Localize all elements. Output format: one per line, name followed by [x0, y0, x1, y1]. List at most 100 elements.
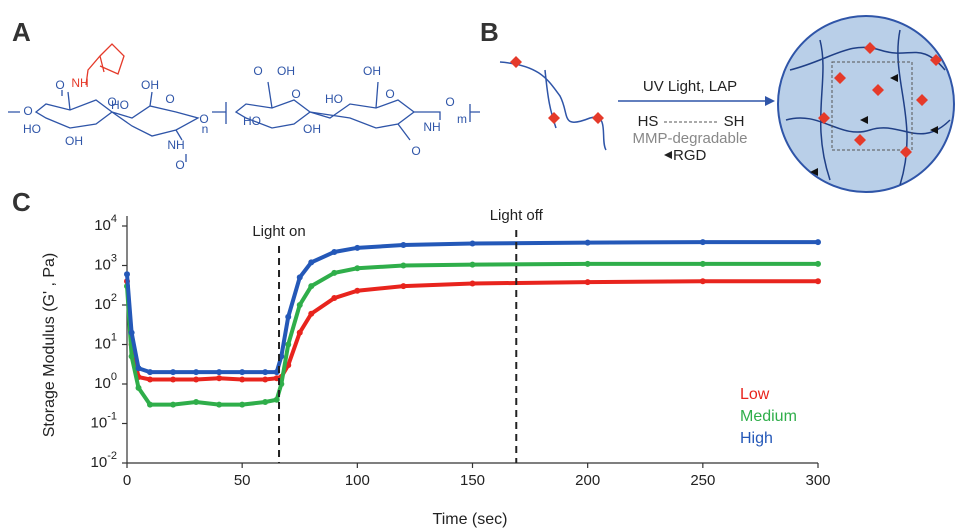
y-tick-exponent: -2 [107, 450, 117, 462]
data-point [296, 329, 303, 336]
atom-label: NH [71, 76, 88, 90]
y-tick-exponent: 4 [111, 213, 117, 225]
y-tick-label: 103 [94, 252, 117, 273]
data-point [400, 262, 407, 269]
data-point [469, 240, 476, 247]
data-point [584, 239, 591, 246]
data-point [400, 242, 407, 249]
atom-label: O [253, 64, 262, 78]
data-point [815, 260, 821, 267]
y-tick-exponent: 2 [111, 292, 117, 304]
data-point [128, 353, 135, 360]
y-tick-base: 10 [94, 256, 111, 273]
x-tick-label: 150 [460, 472, 485, 489]
y-tick-label: 104 [94, 213, 117, 234]
series-line [125, 240, 818, 375]
atom-label: m [457, 112, 467, 126]
panel-label: B [480, 17, 499, 47]
reaction-diagram [499, 15, 955, 193]
data-point [331, 248, 338, 255]
data-point [699, 260, 706, 267]
data-point [285, 313, 292, 320]
atom-label: O [291, 87, 300, 101]
data-point [584, 260, 591, 267]
data-point [135, 365, 142, 372]
thiol-label: HS [638, 113, 659, 130]
annotation-label: Light off [490, 207, 544, 224]
reaction-label: UV Light, LAP [643, 78, 737, 95]
atom-label: HO [23, 122, 41, 136]
atom-label: HO [243, 114, 261, 128]
data-point [170, 369, 177, 376]
x-tick-label: 200 [575, 472, 600, 489]
data-point [354, 287, 361, 294]
data-point [699, 239, 706, 246]
data-point [815, 278, 821, 285]
panel-label: C [12, 187, 31, 217]
atom-label: OH [277, 64, 295, 78]
y-tick-exponent: -1 [107, 410, 117, 422]
data-point [354, 265, 361, 272]
data-point [216, 375, 223, 382]
data-point [308, 283, 315, 290]
legend-entry: Medium [740, 408, 797, 425]
data-point [308, 310, 315, 317]
data-point [331, 295, 338, 302]
data-point [147, 369, 154, 376]
y-tick-label: 101 [94, 331, 117, 352]
data-point [262, 399, 269, 406]
y-tick-exponent: 1 [111, 331, 117, 343]
atom-label: OH [65, 134, 83, 148]
data-point [170, 401, 177, 408]
data-point [193, 399, 200, 406]
y-tick-base: 10 [94, 217, 111, 234]
legend-entry: Low [740, 386, 770, 403]
atom-label: OH [303, 122, 321, 136]
panel-label: A [12, 17, 31, 47]
data-point [128, 329, 135, 336]
atom-label: O [385, 87, 394, 101]
crosslinker-label: MMP-degradable [632, 130, 747, 147]
atom-label: OH [363, 64, 381, 78]
structure [8, 43, 480, 162]
y-tick-label: 10-1 [91, 410, 117, 431]
atom-label: O [107, 95, 116, 109]
data-point [285, 341, 292, 348]
atom-label: OH [141, 78, 159, 92]
data-point [239, 401, 246, 408]
data-point [193, 376, 200, 383]
data-point [273, 396, 280, 403]
x-axis-label: Time (sec) [433, 511, 508, 528]
peptide-label: RGD [673, 147, 707, 164]
atom-label: O [175, 158, 184, 172]
y-tick-exponent: 0 [111, 371, 117, 383]
data-point [216, 369, 223, 376]
data-point [239, 369, 246, 376]
data-point [308, 259, 315, 266]
data-point [193, 369, 200, 376]
data-point [469, 280, 476, 287]
data-point [469, 261, 476, 268]
atom-label: O [165, 92, 174, 106]
x-tick-label: 50 [234, 472, 251, 489]
data-point [296, 274, 303, 281]
x-tick-label: 250 [690, 472, 715, 489]
series-line [125, 279, 818, 382]
data-point [400, 283, 407, 290]
y-tick-base: 10 [91, 454, 108, 471]
data-point [815, 239, 821, 246]
data-point [354, 244, 361, 251]
annotation-label: Light on [252, 223, 305, 240]
data-point [135, 384, 142, 391]
atom-label: n [202, 122, 209, 136]
y-tick-label: 10-2 [91, 450, 117, 471]
y-tick-exponent: 3 [111, 252, 117, 264]
data-point [147, 401, 154, 408]
data-point [124, 271, 130, 278]
data-point [699, 278, 706, 285]
y-tick-label: 102 [94, 292, 117, 313]
x-tick-label: 100 [345, 472, 370, 489]
data-point [262, 369, 269, 376]
atom-label: O [23, 104, 32, 118]
